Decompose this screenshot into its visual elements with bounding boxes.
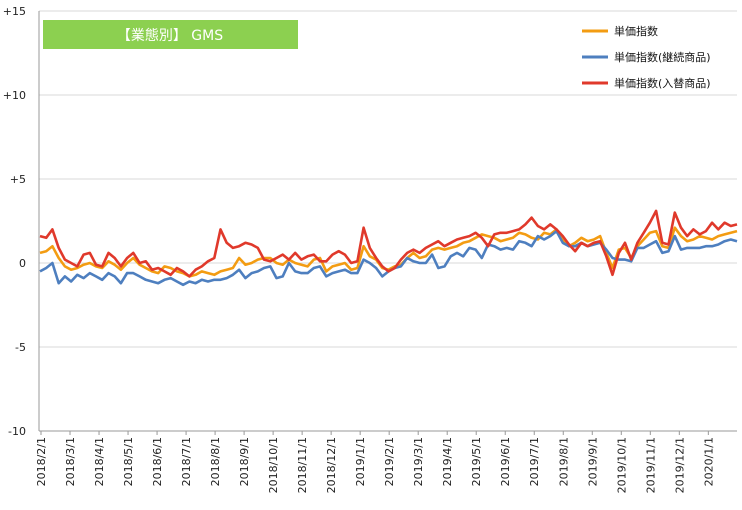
legend-label: 単価指数(入替商品) <box>614 76 711 90</box>
x-tick-label: 2019/6/1 <box>499 437 512 486</box>
banner: 【業態別】 GMS <box>43 20 298 49</box>
x-tick-label: 2019/3/1 <box>412 437 425 486</box>
x-tick-label: 2018/6/1 <box>151 437 164 486</box>
y-tick-label: +15 <box>3 5 26 18</box>
y-axis: +15 +10 +5 0 -5 -10 <box>3 5 40 438</box>
banner-label: 【業態別】 GMS <box>117 28 223 44</box>
x-tick-label: 2018/5/1 <box>122 437 135 486</box>
gridlines <box>39 10 737 432</box>
x-tick-label: 2018/12/1 <box>325 437 338 493</box>
x-axis: 2018/2/1 2018/3/1 2018/4/1 2018/5/1 2018/6/1… <box>35 430 737 493</box>
x-tick-label: 2018/10/1 <box>267 437 280 493</box>
x-tick-label: 2018/9/1 <box>238 437 251 486</box>
y-tick-label: +5 <box>10 173 26 186</box>
y-tick-label: -5 <box>15 341 26 354</box>
y-tick-label: -10 <box>8 425 26 438</box>
x-tick-label: 2019/9/1 <box>586 437 599 486</box>
legend-label: 単価指数 <box>614 24 658 38</box>
series-lines <box>39 209 738 287</box>
x-tick-label: 2018/7/1 <box>180 437 193 486</box>
y-tick-label: 0 <box>19 257 26 270</box>
x-tick-label: 2019/5/1 <box>470 437 483 486</box>
x-tick-label: 2019/1/1 <box>354 437 367 486</box>
x-tick-label: 2018/4/1 <box>93 437 106 486</box>
x-tick-label: 2020/1/1 <box>702 437 715 486</box>
x-tick-label: 2019/4/1 <box>441 437 454 486</box>
x-tick-label: 2019/11/1 <box>644 437 657 493</box>
x-tick-label: 2019/10/1 <box>615 437 628 493</box>
banner-background <box>43 20 298 49</box>
x-tick-label: 2019/8/1 <box>557 437 570 486</box>
legend-label: 単価指数(継続商品) <box>614 50 711 64</box>
x-tick-label: 2019/2/1 <box>383 437 396 486</box>
x-tick-label: 2018/8/1 <box>209 437 222 486</box>
x-tick-label: 2018/3/1 <box>64 437 77 486</box>
series-line-1 <box>39 226 738 278</box>
x-tick-label: 2019/7/1 <box>528 437 541 486</box>
x-tick-label: 2018/11/1 <box>296 437 309 493</box>
series-line-3 <box>39 209 738 278</box>
x-tick-label: 2019/12/1 <box>673 437 686 493</box>
x-tick-label: 2018/2/1 <box>35 437 48 486</box>
y-tick-label: +10 <box>3 89 26 102</box>
